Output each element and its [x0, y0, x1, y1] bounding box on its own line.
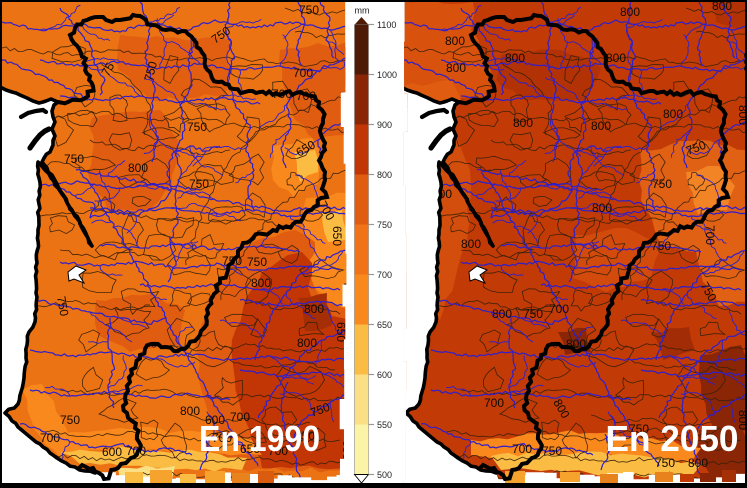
svg-text:750: 750 — [651, 239, 671, 253]
svg-text:700: 700 — [40, 431, 60, 445]
svg-text:650: 650 — [330, 226, 344, 246]
svg-text:750: 750 — [655, 456, 675, 470]
svg-text:600: 600 — [205, 413, 225, 427]
svg-text:700: 700 — [484, 396, 504, 410]
svg-text:750: 750 — [299, 3, 319, 17]
svg-text:800: 800 — [620, 5, 640, 19]
svg-text:750: 750 — [684, 138, 708, 158]
svg-text:750: 750 — [60, 413, 80, 427]
svg-text:750: 750 — [377, 220, 392, 230]
svg-text:750: 750 — [187, 120, 207, 134]
svg-text:700: 700 — [377, 270, 392, 280]
svg-text:700: 700 — [703, 225, 717, 245]
svg-text:75: 75 — [98, 60, 117, 79]
svg-text:750: 750 — [523, 307, 543, 321]
svg-text:800: 800 — [297, 336, 317, 350]
svg-text:650: 650 — [334, 322, 348, 342]
svg-text:550: 550 — [377, 420, 392, 430]
svg-text:900: 900 — [377, 120, 392, 130]
svg-text:750: 750 — [542, 444, 562, 458]
svg-text:1000: 1000 — [377, 70, 397, 80]
svg-text:800: 800 — [377, 170, 392, 180]
svg-text:700: 700 — [268, 444, 288, 458]
svg-text:800: 800 — [180, 404, 200, 418]
svg-text:800: 800 — [688, 456, 708, 470]
svg-text:750: 750 — [295, 429, 315, 443]
svg-text:800: 800 — [592, 201, 612, 215]
svg-text:750: 750 — [141, 59, 160, 82]
svg-text:700: 700 — [230, 410, 250, 424]
svg-text:500: 500 — [377, 470, 392, 480]
svg-text:En 1990: En 1990 — [199, 418, 320, 459]
svg-text:800: 800 — [606, 51, 626, 65]
svg-text:600: 600 — [377, 370, 392, 380]
svg-text:750: 750 — [189, 177, 209, 191]
svg-text:750: 750 — [54, 295, 71, 317]
svg-text:750: 750 — [629, 422, 649, 436]
svg-text:800: 800 — [591, 119, 611, 133]
svg-text:800: 800 — [461, 237, 481, 251]
svg-text:800: 800 — [712, 0, 732, 13]
svg-text:700: 700 — [212, 431, 232, 445]
svg-text:1100: 1100 — [377, 20, 396, 30]
svg-text:700: 700 — [549, 302, 569, 316]
svg-text:800: 800 — [304, 302, 324, 316]
svg-text:650: 650 — [377, 320, 392, 330]
svg-text:750: 750 — [652, 177, 672, 191]
svg-text:700: 700 — [293, 66, 313, 80]
svg-text:700: 700 — [512, 442, 532, 456]
svg-text:800: 800 — [492, 307, 512, 321]
svg-text:750: 750 — [308, 400, 332, 420]
svg-text:800: 800 — [513, 116, 533, 130]
svg-text:800: 800 — [736, 410, 747, 430]
svg-text:800: 800 — [445, 34, 465, 48]
svg-text:750: 750 — [247, 255, 267, 269]
svg-text:mm: mm — [355, 6, 370, 16]
svg-text:800: 800 — [741, 52, 747, 72]
svg-text:600: 600 — [102, 445, 122, 459]
svg-text:800: 800 — [663, 107, 683, 121]
svg-text:750: 750 — [64, 152, 84, 166]
svg-text:800: 800 — [128, 161, 148, 175]
svg-text:650: 650 — [240, 442, 260, 456]
svg-text:800: 800 — [446, 61, 466, 75]
svg-text:650: 650 — [340, 440, 354, 460]
svg-text:800: 800 — [736, 105, 747, 125]
svg-text:800: 800 — [251, 276, 271, 290]
svg-text:En 2050: En 2050 — [606, 418, 739, 459]
svg-text:800: 800 — [505, 51, 525, 65]
